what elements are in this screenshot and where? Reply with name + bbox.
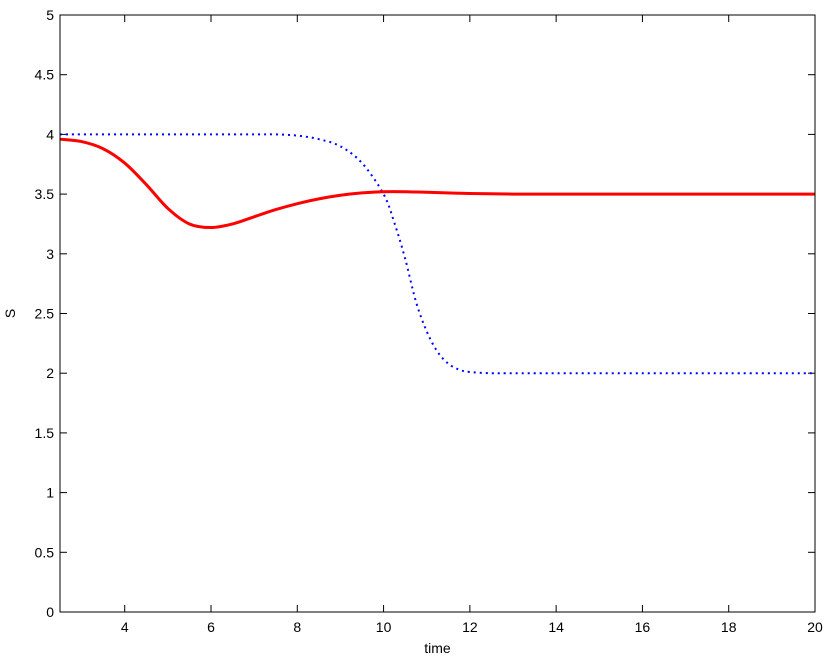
y-tick-label: 3.5	[35, 186, 55, 202]
axis-ticks: 4 6 8 10 12 14 16 18 20 0 0.5 1 1.5 2 2.5 3 3.5 4 4.5 5	[35, 7, 823, 635]
x-tick-label: 18	[721, 619, 737, 635]
y-tick-label: 0.5	[35, 544, 55, 560]
plot-frame	[59, 14, 816, 613]
y-tick-label: 2	[46, 365, 54, 381]
series-line-solid	[59, 137, 815, 230]
x-tick-label: 4	[121, 619, 129, 635]
y-tick-label: 3	[46, 246, 54, 262]
y-tick-label: 4.5	[35, 67, 55, 83]
y-tick-label: 4	[46, 126, 54, 142]
x-tick-label: 12	[462, 619, 478, 635]
x-tick-label: 16	[635, 619, 651, 635]
y-tick-label: 2.5	[35, 306, 55, 322]
x-tick-label: 10	[376, 619, 392, 635]
y-tick-label: 5	[46, 7, 54, 23]
x-tick-label: 8	[293, 619, 301, 635]
series-line-dotted	[60, 133, 815, 375]
y-axis-label: S	[2, 309, 18, 318]
y-tick-label: 1.5	[35, 425, 55, 441]
x-tick-label: 20	[807, 619, 823, 635]
y-tick-label: 1	[46, 485, 54, 501]
x-tick-label: 6	[207, 619, 215, 635]
y-tick-label: 0	[46, 604, 54, 620]
x-tick-label: 14	[548, 619, 564, 635]
chart-series	[59, 133, 815, 375]
x-axis-label: time	[424, 640, 451, 656]
